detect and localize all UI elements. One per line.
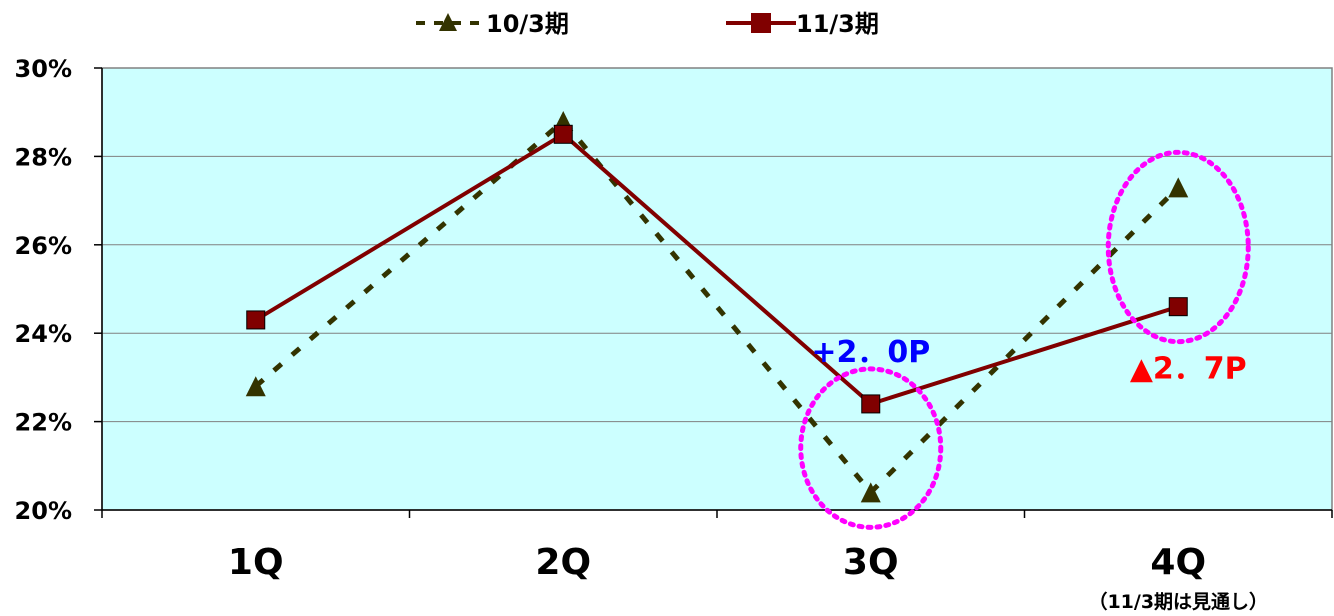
legend-item-11-3: 11/3期	[726, 10, 879, 38]
legend-item-10-3: 10/3期	[416, 10, 569, 38]
annotation-4q: ▲2．7P	[1130, 352, 1247, 387]
y-tick-label-0: 20%	[15, 497, 72, 525]
y-tick-label-4: 28%	[15, 143, 72, 171]
series-1-point-4q	[1168, 297, 1188, 317]
legend-label-10-3: 10/3期	[486, 10, 569, 38]
gridlines	[102, 155, 1332, 423]
y-tick-label-3: 26%	[15, 232, 72, 260]
series-line-0	[254, 118, 1181, 495]
legend-square-marker	[751, 13, 771, 33]
series-1-point-2q	[553, 124, 573, 144]
series-1-point-1q	[246, 310, 266, 330]
y-axis: 20% 22% 24% 26% 28% 30%	[15, 55, 103, 525]
annotations: +2．0P ▲2．7P	[811, 335, 1246, 387]
y-tick-label-2: 24%	[15, 320, 72, 348]
x-category-label-1q: 1Q	[228, 542, 284, 583]
series-layer	[245, 111, 1189, 503]
legend: 10/3期 11/3期	[416, 10, 879, 38]
series-1	[246, 124, 1188, 414]
y-tick-label-5: 30%	[15, 55, 72, 83]
x-category-label-3q: 3Q	[843, 542, 899, 583]
category-note: （11/3期は見通し）	[1088, 590, 1268, 613]
highlight-circle-3q	[798, 366, 944, 530]
x-axis: 1Q 2Q 3Q 4Q	[101, 509, 1333, 583]
series-line-1	[254, 132, 1179, 406]
highlight-circles	[798, 149, 1251, 530]
plot-area	[101, 67, 1333, 511]
legend-triangle-marker	[439, 13, 457, 31]
y-tick-label-1: 22%	[15, 409, 72, 437]
series-0-point-3q	[860, 482, 881, 503]
x-category-label-2q: 2Q	[535, 542, 591, 583]
series-0-point-4q	[1168, 177, 1189, 198]
series-1-point-3q	[861, 394, 881, 414]
x-category-label-4q: 4Q	[1150, 542, 1206, 583]
legend-label-11-3: 11/3期	[796, 10, 879, 38]
annotation-3q: +2．0P	[811, 335, 930, 370]
highlight-circle-4q	[1105, 149, 1251, 345]
series-0-point-1q	[245, 376, 266, 397]
